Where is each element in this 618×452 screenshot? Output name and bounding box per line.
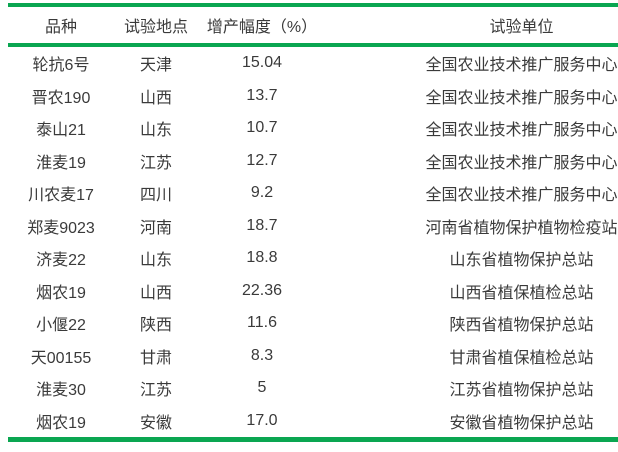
cell-yield-increase: 15.04 bbox=[241, 54, 283, 72]
cell-variety: 泰山21 bbox=[36, 122, 86, 140]
cell-yield-increase: 22.36 bbox=[241, 281, 283, 299]
cell-unit: 全国农业技术推广服务中心 bbox=[425, 57, 618, 75]
cell-location: 河南 bbox=[139, 219, 172, 237]
cell-location: 甘肃 bbox=[139, 349, 172, 367]
trial-results-table: 品种 试验地点 增产幅度（%） 试验单位 轮抗6号 天津 15.04 全国农业技术推广… bbox=[8, 3, 618, 442]
table-row: 烟农19 山西 22.36 山西省植保植检总站 bbox=[8, 275, 618, 308]
cell-variety: 济麦22 bbox=[36, 252, 86, 270]
column-header-variety: 品种 bbox=[44, 19, 77, 36]
cell-location: 山西 bbox=[139, 284, 172, 302]
table-header: 品种 试验地点 增产幅度（%） 试验单位 bbox=[8, 5, 618, 45]
table-body: 轮抗6号 天津 15.04 全国农业技术推广服务中心 晋农190 山西 13.7 全国农业技术… bbox=[8, 45, 618, 440]
cell-variety: 川农麦17 bbox=[28, 187, 94, 205]
column-header-yield-increase: 增产幅度（%） bbox=[206, 19, 318, 36]
cell-variety: 烟农19 bbox=[36, 284, 86, 302]
cell-location: 山西 bbox=[139, 89, 172, 107]
column-header-unit: 试验单位 bbox=[489, 19, 554, 36]
cell-yield-increase: 18.8 bbox=[246, 249, 278, 267]
cell-unit: 全国农业技术推广服务中心 bbox=[425, 187, 618, 205]
cell-unit: 江苏省植物保护总站 bbox=[449, 382, 594, 400]
cell-location: 山东 bbox=[139, 252, 172, 270]
cell-unit: 山东省植物保护总站 bbox=[449, 252, 594, 270]
cell-unit: 河南省植物保护植物检疫站 bbox=[425, 219, 618, 237]
table-row: 淮麦30 江苏 5 江苏省植物保护总站 bbox=[8, 372, 618, 405]
cell-yield-increase: 5 bbox=[257, 379, 267, 397]
cell-location: 四川 bbox=[139, 187, 172, 205]
table-row: 晋农190 山西 13.7 全国农业技术推广服务中心 bbox=[8, 80, 618, 113]
cell-variety: 烟农19 bbox=[36, 414, 86, 432]
table-row: 泰山21 山东 10.7 全国农业技术推广服务中心 bbox=[8, 112, 618, 145]
cell-yield-increase: 18.7 bbox=[246, 216, 278, 234]
cell-unit: 全国农业技术推广服务中心 bbox=[425, 154, 618, 172]
cell-yield-increase: 17.0 bbox=[246, 411, 278, 429]
cell-yield-increase: 8.3 bbox=[250, 346, 274, 364]
table-row: 淮麦19 江苏 12.7 全国农业技术推广服务中心 bbox=[8, 145, 618, 178]
cell-unit: 山西省植保植检总站 bbox=[449, 284, 594, 302]
cell-variety: 淮麦30 bbox=[36, 382, 86, 400]
cell-location: 安徽 bbox=[139, 414, 172, 432]
header-row: 品种 试验地点 增产幅度（%） 试验单位 bbox=[8, 5, 618, 45]
cell-yield-increase: 11.6 bbox=[247, 314, 277, 332]
cell-yield-increase: 13.7 bbox=[246, 86, 278, 104]
table-row: 济麦22 山东 18.8 山东省植物保护总站 bbox=[8, 242, 618, 275]
cell-variety: 淮麦19 bbox=[36, 154, 86, 172]
cell-variety: 晋农190 bbox=[31, 89, 91, 107]
table-row: 小偃22 陕西 11.6 陕西省植物保护总站 bbox=[8, 307, 618, 340]
cell-variety: 轮抗6号 bbox=[32, 57, 90, 75]
cell-unit: 全国农业技术推广服务中心 bbox=[425, 122, 618, 140]
cell-location: 江苏 bbox=[139, 154, 172, 172]
cell-location: 陕西 bbox=[139, 317, 172, 335]
table-row: 川农麦17 四川 9.2 全国农业技术推广服务中心 bbox=[8, 177, 618, 210]
cell-variety: 小偃22 bbox=[36, 317, 86, 335]
cell-location: 天津 bbox=[139, 57, 172, 75]
cell-unit: 甘肃省植保植检总站 bbox=[449, 349, 594, 367]
cell-location: 山东 bbox=[139, 122, 172, 140]
column-header-location: 试验地点 bbox=[123, 19, 188, 36]
cell-location: 江苏 bbox=[139, 382, 172, 400]
cell-yield-increase: 9.2 bbox=[250, 184, 274, 202]
table-row: 郑麦9023 河南 18.7 河南省植物保护植物检疫站 bbox=[8, 210, 618, 243]
table-row: 烟农19 安徽 17.0 安徽省植物保护总站 bbox=[8, 405, 618, 440]
document-page: 品种 试验地点 增产幅度（%） 试验单位 轮抗6号 天津 15.04 全国农业技术推广… bbox=[0, 3, 618, 452]
table-row: 天00155 甘肃 8.3 甘肃省植保植检总站 bbox=[8, 340, 618, 373]
cell-variety: 郑麦9023 bbox=[27, 219, 95, 237]
cell-yield-increase: 12.7 bbox=[246, 151, 278, 169]
cell-unit: 安徽省植物保护总站 bbox=[449, 414, 594, 432]
table-row: 轮抗6号 天津 15.04 全国农业技术推广服务中心 bbox=[8, 45, 618, 80]
cell-yield-increase: 10.7 bbox=[246, 119, 278, 137]
cell-unit: 全国农业技术推广服务中心 bbox=[425, 89, 618, 107]
cell-variety: 天00155 bbox=[30, 349, 92, 367]
cell-unit: 陕西省植物保护总站 bbox=[449, 317, 594, 335]
